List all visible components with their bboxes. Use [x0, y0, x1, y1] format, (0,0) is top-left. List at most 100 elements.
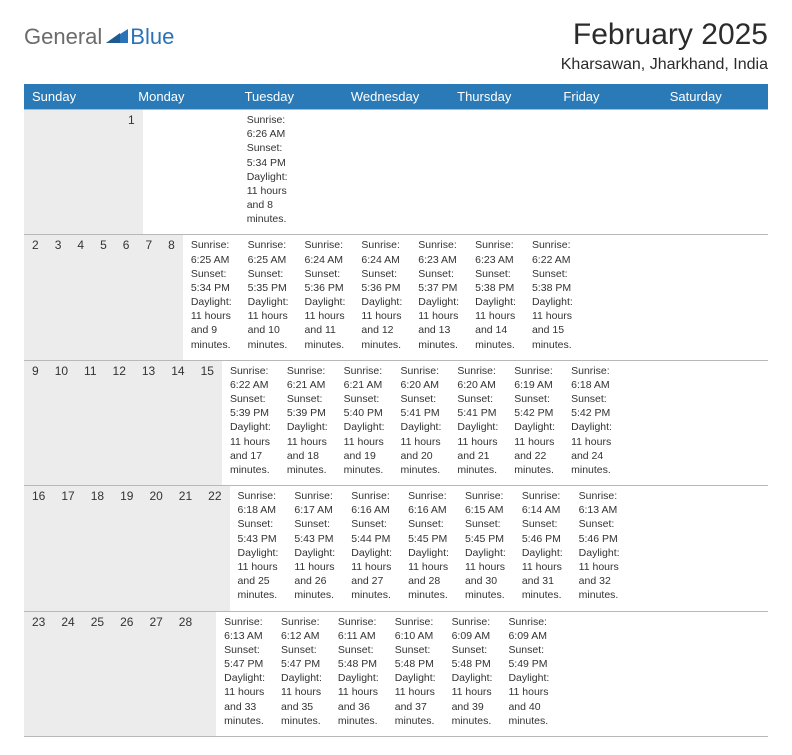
sunrise-text: Sunrise: 6:18 AM: [571, 364, 612, 392]
day-body: Sunrise: 6:20 AMSunset: 5:41 PMDaylight:…: [393, 361, 450, 485]
day-number: [88, 110, 104, 234]
week-row: 232425262728 Sunrise: 6:13 AM Sunset: 5:47…: [24, 611, 768, 737]
sunrise-text: Sunrise: 6:13 AM: [224, 615, 265, 643]
sunset-text: Sunset: 5:42 PM: [514, 392, 555, 420]
day-body: Sunrise: 6:09 AMSunset: 5:49 PMDaylight:…: [500, 612, 557, 736]
day-number: [56, 110, 72, 234]
day-number: 10: [47, 361, 76, 485]
sunset-text: Sunset: 5:46 PM: [522, 517, 563, 545]
sunrise-text: Sunrise: 6:16 AM: [408, 489, 449, 517]
sunrise-text: Sunrise: 6:18 AM: [238, 489, 279, 517]
daylight-text: Daylight: 11 hours and 14 minutes.: [475, 295, 516, 352]
weekday-wednesday: Wednesday: [343, 84, 449, 109]
day-body-row: Sunrise: 6:13 AM Sunset: 5:47 PM Daylight:…: [216, 612, 573, 736]
day-number: 18: [83, 486, 112, 610]
sunset-text: Sunset: 5:41 PM: [401, 392, 442, 420]
day-number: 7: [137, 235, 160, 359]
daylight-text: Daylight: 11 hours and 10 minutes.: [248, 295, 289, 352]
daylight-text: Daylight: 11 hours and 11 minutes.: [305, 295, 346, 352]
sunset-text: Sunset: 5:49 PM: [508, 643, 549, 671]
day-body: Sunrise: 6:18 AMSunset: 5:42 PMDaylight:…: [563, 361, 620, 485]
sunset-text: Sunset: 5:35 PM: [248, 267, 289, 295]
day-number: 22: [200, 486, 229, 610]
daylight-text: Daylight: 11 hours and 32 minutes.: [579, 546, 620, 603]
day-body: Sunrise: 6:19 AMSunset: 5:42 PMDaylight:…: [506, 361, 563, 485]
daylight-text: Daylight: 11 hours and 21 minutes.: [457, 420, 498, 477]
logo: General Blue: [24, 18, 174, 50]
sunrise-text: Sunrise: 6:25 AM: [248, 238, 289, 266]
day-body: Sunrise: 6:23 AMSunset: 5:38 PMDaylight:…: [467, 235, 524, 359]
sunset-text: Sunset: 5:41 PM: [457, 392, 498, 420]
daylight-text: Daylight: 11 hours and 30 minutes.: [465, 546, 506, 603]
day-body-row: Sunrise: 6:18 AMSunset: 5:43 PMDaylight:…: [230, 486, 628, 610]
weekday-saturday: Saturday: [662, 84, 768, 109]
day-number: 20: [141, 486, 170, 610]
weeks-container: 1Sunrise: 6:26 AMSunset: 5:34 PMDaylight…: [24, 109, 768, 737]
day-body-row: Sunrise: 6:22 AMSunset: 5:39 PM Daylight:…: [222, 361, 620, 485]
sunset-text: Sunset: 5:47 PM: [281, 643, 322, 671]
sunrise-text: Sunrise: 6:23 AM: [418, 238, 459, 266]
day-number: 11: [76, 361, 104, 485]
day-body: Sunrise: 6:10 AMSunset: 5:48 PMDaylight:…: [387, 612, 444, 736]
day-body: Sunrise: 6:16 AMSunset: 5:44 PMDaylight:…: [343, 486, 400, 610]
week-row: 9101112131415 Sunrise: 6:22 AMSunset: 5:3…: [24, 360, 768, 485]
location: Kharsawan, Jharkhand, India: [561, 56, 768, 74]
day-number: 12: [105, 361, 134, 485]
day-number: 2: [24, 235, 47, 359]
sunrise-text: Sunrise: 6:17 AM: [294, 489, 335, 517]
day-number: 13: [134, 361, 163, 485]
day-body: Sunrise: 6:21 AMSunset: 5:40 PMDaylight:…: [336, 361, 393, 485]
day-number: 23: [24, 612, 53, 736]
daylight-text: Daylight: 11 hours and 25 minutes.: [238, 546, 279, 603]
sunset-text: Sunset: 5:37 PM: [418, 267, 459, 295]
day-body: [223, 110, 239, 234]
sunset-text: Sunset: 5:36 PM: [305, 267, 346, 295]
day-number: 27: [141, 612, 170, 736]
day-number: 15: [193, 361, 222, 485]
weekday-tuesday: Tuesday: [237, 84, 343, 109]
day-number: [40, 110, 56, 234]
sunset-text: Sunset: 5:38 PM: [532, 267, 573, 295]
sunrise-text: Sunrise: 6:21 AM: [344, 364, 385, 392]
day-body: [159, 110, 175, 234]
header: General Blue February 2025 Kharsawan, Jh…: [24, 18, 768, 74]
day-number: 1: [120, 110, 143, 234]
daylight-text: Daylight: 11 hours and 22 minutes.: [514, 420, 555, 477]
week-row: 2345678 Sunrise: 6:25 AM Sunset: 5:34 PM Da…: [24, 234, 768, 359]
daylight-text: Daylight: 11 hours and 13 minutes.: [418, 295, 459, 352]
daylight-text: Daylight: 11 hours and 20 minutes.: [401, 420, 442, 477]
daynum-strip: 232425262728: [24, 612, 216, 736]
daylight-text: Daylight: 11 hours and 8 minutes.: [247, 170, 288, 227]
daylight-text: Daylight: 11 hours and 24 minutes.: [571, 420, 612, 477]
sunset-text: Sunset: 5:42 PM: [571, 392, 612, 420]
day-body: Sunrise: 6:16 AMSunset: 5:45 PMDaylight:…: [400, 486, 457, 610]
day-number: 4: [69, 235, 92, 359]
logo-text-blue: Blue: [130, 24, 174, 50]
sunset-text: Sunset: 5:34 PM: [191, 267, 232, 295]
day-body: Sunrise: 6:20 AMSunset: 5:41 PMDaylight:…: [449, 361, 506, 485]
day-body-row: Sunrise: 6:26 AMSunset: 5:34 PMDaylight:…: [143, 110, 296, 234]
day-number: 21: [171, 486, 200, 610]
day-number: [104, 110, 120, 234]
day-number: 26: [112, 612, 141, 736]
sunset-text: Sunset: 5:43 PM: [294, 517, 335, 545]
daynum-strip: 2345678: [24, 235, 183, 359]
sunset-text: Sunset: 5:39 PM: [230, 392, 271, 420]
day-number: [200, 612, 216, 736]
daylight-text: Daylight: 11 hours and 31 minutes.: [522, 546, 563, 603]
sunrise-text: Sunrise: 6:11 AM: [338, 615, 379, 643]
daynum-strip: 9101112131415: [24, 361, 222, 485]
sunrise-text: Sunrise: 6:22 AM: [230, 364, 271, 392]
day-number: 5: [92, 235, 115, 359]
daylight-text: Daylight: 11 hours and 39 minutes.: [452, 671, 493, 728]
sunset-text: Sunset: 5:38 PM: [475, 267, 516, 295]
sunset-text: Sunset: 5:48 PM: [452, 643, 493, 671]
daynum-strip: 16171819202122: [24, 486, 230, 610]
day-body: Sunrise: 6:22 AMSunset: 5:39 PMDaylight:…: [222, 361, 279, 485]
day-body: Sunrise: 6:12 AMSunset: 5:47 PMDaylight:…: [273, 612, 330, 736]
daylight-text: Daylight: 11 hours and 26 minutes.: [294, 546, 335, 603]
day-body: Sunrise: 6:15 AMSunset: 5:45 PMDaylight:…: [457, 486, 514, 610]
title-block: February 2025 Kharsawan, Jharkhand, Indi…: [561, 18, 768, 74]
week-row: 16171819202122 Sunrise: 6:18 AM Sunset: 5:…: [24, 485, 768, 610]
day-body: Sunrise: 6:22 AMSunset: 5:38 PMDaylight:…: [524, 235, 581, 359]
